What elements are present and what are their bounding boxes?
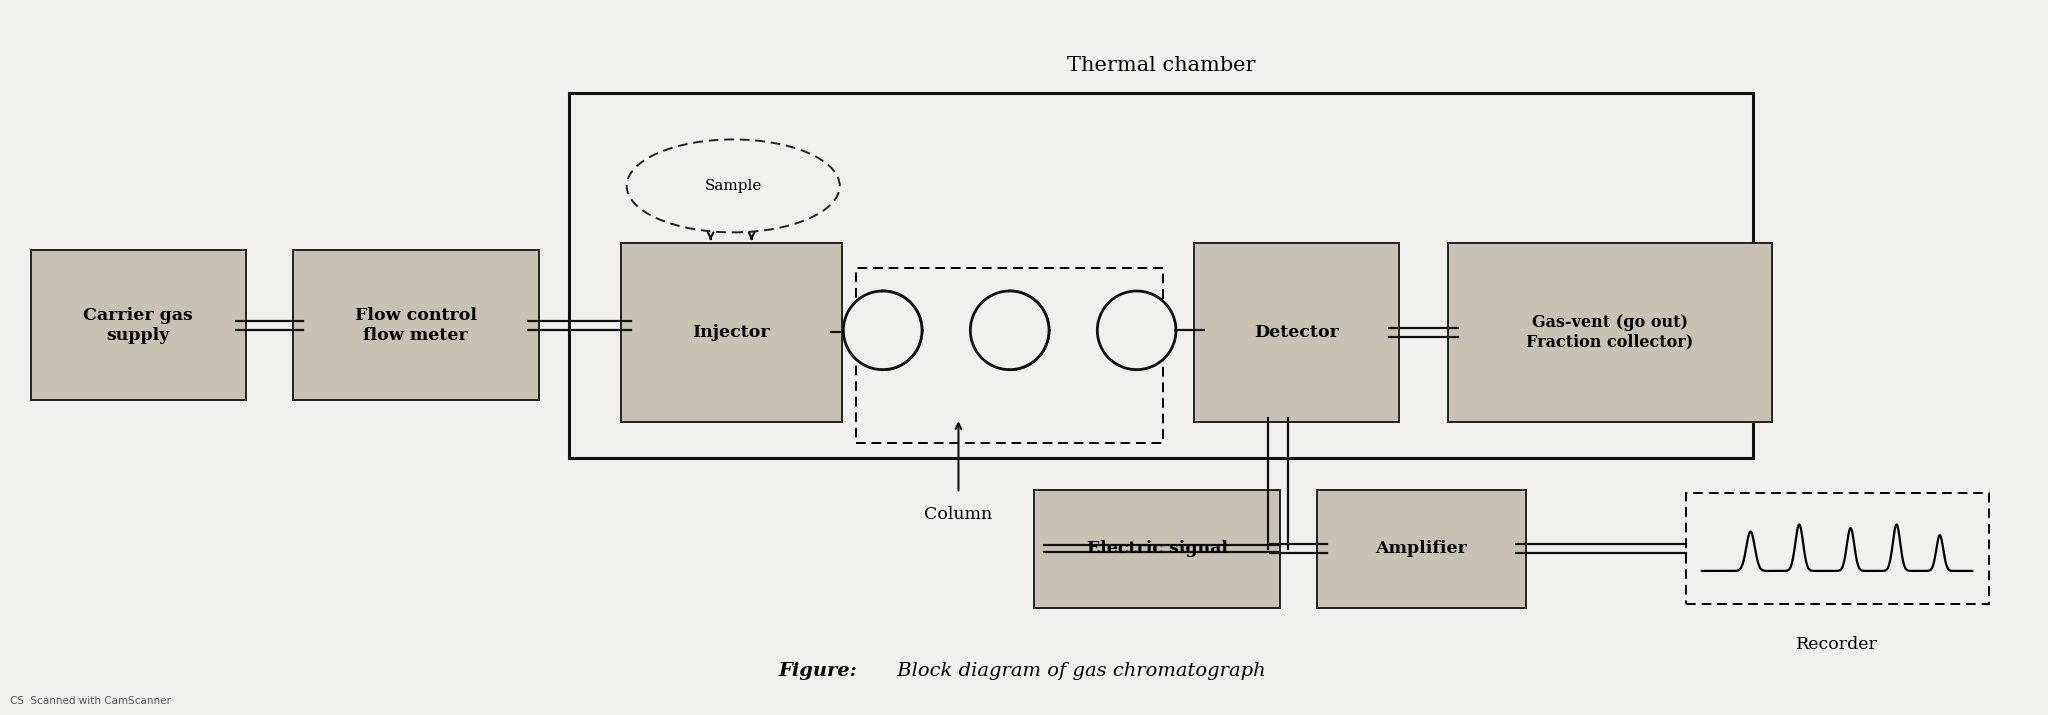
FancyBboxPatch shape xyxy=(1448,243,1772,422)
FancyBboxPatch shape xyxy=(621,243,842,422)
FancyBboxPatch shape xyxy=(1194,243,1399,422)
Polygon shape xyxy=(844,291,922,370)
Text: Figure:: Figure: xyxy=(778,661,858,680)
FancyBboxPatch shape xyxy=(1317,490,1526,608)
Text: Injector: Injector xyxy=(692,324,770,341)
FancyBboxPatch shape xyxy=(1034,490,1280,608)
Text: Block diagram of gas chromatograph: Block diagram of gas chromatograph xyxy=(891,661,1266,680)
Text: Column: Column xyxy=(924,506,993,523)
Text: Detector: Detector xyxy=(1253,324,1339,341)
Polygon shape xyxy=(1010,291,1049,370)
FancyBboxPatch shape xyxy=(31,250,246,400)
Text: Gas-vent (go out)
Fraction collector): Gas-vent (go out) Fraction collector) xyxy=(1526,314,1694,351)
Text: Electric signal: Electric signal xyxy=(1087,541,1227,557)
Text: Recorder: Recorder xyxy=(1796,636,1878,654)
Text: CS  Scanned with CamScanner: CS Scanned with CamScanner xyxy=(10,696,172,706)
Text: Carrier gas
supply: Carrier gas supply xyxy=(84,307,193,344)
Text: Amplifier: Amplifier xyxy=(1376,541,1466,557)
Text: Flow control
flow meter: Flow control flow meter xyxy=(354,307,477,344)
Text: Sample: Sample xyxy=(705,179,762,193)
Polygon shape xyxy=(1098,291,1176,370)
Text: Thermal chamber: Thermal chamber xyxy=(1067,56,1255,75)
FancyBboxPatch shape xyxy=(293,250,539,400)
Polygon shape xyxy=(883,291,922,370)
Polygon shape xyxy=(971,291,1049,370)
